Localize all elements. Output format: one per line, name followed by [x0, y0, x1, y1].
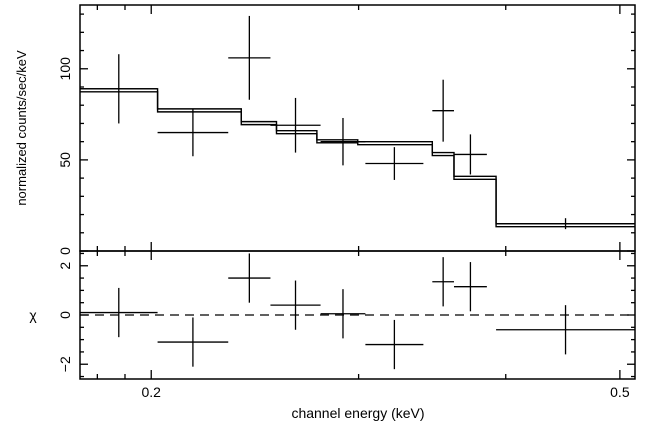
- bottom-y-tick-label-0: 0: [57, 311, 73, 319]
- top-y-tick-label-100: 100: [57, 57, 73, 81]
- bottom-y-axis-label: χ: [29, 307, 37, 323]
- top-panel-frame: [79, 4, 636, 252]
- bottom-y-tick-label-neg2: −2: [57, 356, 73, 372]
- top-y-tick-label-50: 50: [57, 152, 73, 168]
- top-y-axis-label: normalized counts/sec/keV: [14, 50, 29, 206]
- x-tick-label-0.2: 0.2: [141, 384, 161, 400]
- bottom-y-tick-label-2: 2: [57, 262, 73, 270]
- top-y-tick-label-0: 0: [57, 247, 73, 255]
- model-step-line: [80, 88, 635, 225]
- model-step-line-offset: [80, 91, 635, 228]
- x-tick-label-0.5: 0.5: [610, 384, 630, 400]
- x-axis-label: channel energy (keV): [291, 405, 424, 421]
